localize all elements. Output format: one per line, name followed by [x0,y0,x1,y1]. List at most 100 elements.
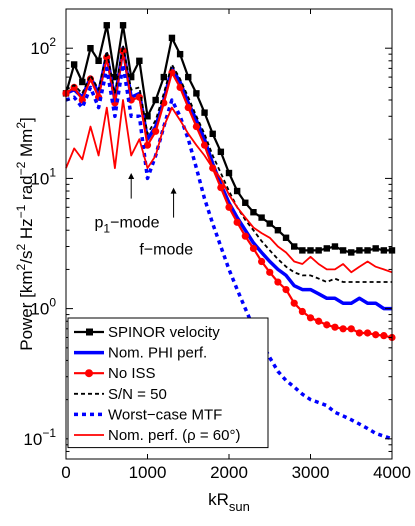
series-line [65,99,393,274]
data-point [184,103,192,112]
data-point [315,317,323,325]
data-point [233,187,241,195]
legend: SPINOR velocity Nom. PHI perf. No ISS S/N =… [67,317,269,449]
data-point [323,245,330,252]
data-point [143,141,152,149]
data-point [274,227,282,234]
data-point [136,57,143,65]
series-line [65,44,392,283]
legend-item: No ISS [74,365,156,382]
data-point [250,209,257,216]
data-point [347,325,355,333]
legend-item: SPINOR velocity [74,324,220,341]
y-tick-label: 100 [30,296,56,319]
x-tick-label: 3000 [292,463,330,482]
data-point [225,203,233,211]
y-tick-label: 101 [30,165,56,188]
data-point [364,247,371,254]
data-point [176,50,184,58]
data-point [258,214,265,221]
legend-label: SPINOR velocity [108,324,220,341]
data-point [348,249,355,256]
data-point [242,199,249,206]
data-point [372,245,379,252]
data-point [380,247,388,254]
data-point [95,57,102,65]
data-point [225,169,233,177]
annotation-label: f−mode [139,242,193,259]
data-point [339,247,347,254]
data-point [209,130,216,138]
tick-layer: 0 1000 2000 3000 4000 10−1 100 101 102 [23,8,411,482]
annotation-layer: p1−mode f−mode [95,173,193,259]
series-3 [65,44,392,283]
x-tick-label: 4000 [373,463,411,482]
annotation-label: p1−mode [95,214,160,235]
data-point [356,247,363,254]
data-point [291,243,298,250]
data-point [79,78,86,86]
data-point [306,314,315,322]
data-point [258,257,266,266]
data-point [168,68,176,77]
data-point [290,299,298,307]
data-point [339,325,347,333]
legend-label: Nom. PHI perf. [108,345,207,362]
series-layer [62,22,396,441]
annotation-arrowhead [170,187,177,194]
data-point [70,61,78,68]
data-point [249,244,258,253]
data-point [266,220,273,227]
x-axis-title: kRsun [208,490,250,514]
data-point [355,329,363,337]
data-point [282,285,290,294]
data-point [217,148,225,156]
series-5 [65,99,393,274]
data-point [331,243,339,250]
legend-item: Worst−case MTF [74,406,222,423]
data-point [192,122,200,131]
y-axis-title: Power [km2/s2 Hz−1 rad−2 Mm2] [14,117,36,351]
legend-marker [86,328,93,336]
x-tick-label: 0 [61,463,70,482]
data-point [193,90,200,97]
data-point [282,234,290,241]
data-point [307,247,314,254]
data-point [266,268,274,276]
x-tick-label: 2000 [210,463,248,482]
data-point [160,73,167,81]
data-point [168,34,176,42]
legend-item: Nom. perf. (ρ = 60°) [74,427,241,444]
data-point [185,73,192,81]
series-2 [62,47,396,342]
data-point [111,73,119,81]
data-point [363,329,372,337]
legend-label: Nom. perf. (ρ = 60°) [108,427,241,444]
data-point [217,183,225,192]
legend-label: S/N = 50 [108,386,167,403]
data-point [315,247,322,254]
data-point [372,331,380,339]
data-point [380,332,388,340]
data-point [200,141,209,149]
data-point [176,83,184,91]
legend-label: No ISS [108,365,156,382]
data-point [119,22,127,29]
data-point [331,323,339,331]
data-point [323,321,331,329]
y-tick-label: 102 [30,35,56,58]
data-point [233,218,241,226]
series-4 [65,62,393,441]
y-tick-label: 10−1 [23,426,56,449]
data-point [144,113,151,120]
legend-box [67,317,269,449]
data-point [298,307,306,316]
legend-marker [85,369,93,378]
legend-item: Nom. PHI perf. [74,345,207,362]
legend-item: S/N = 50 [74,386,167,403]
data-point [152,96,159,104]
data-point [299,247,306,254]
data-point [103,22,110,29]
data-point [87,44,94,52]
